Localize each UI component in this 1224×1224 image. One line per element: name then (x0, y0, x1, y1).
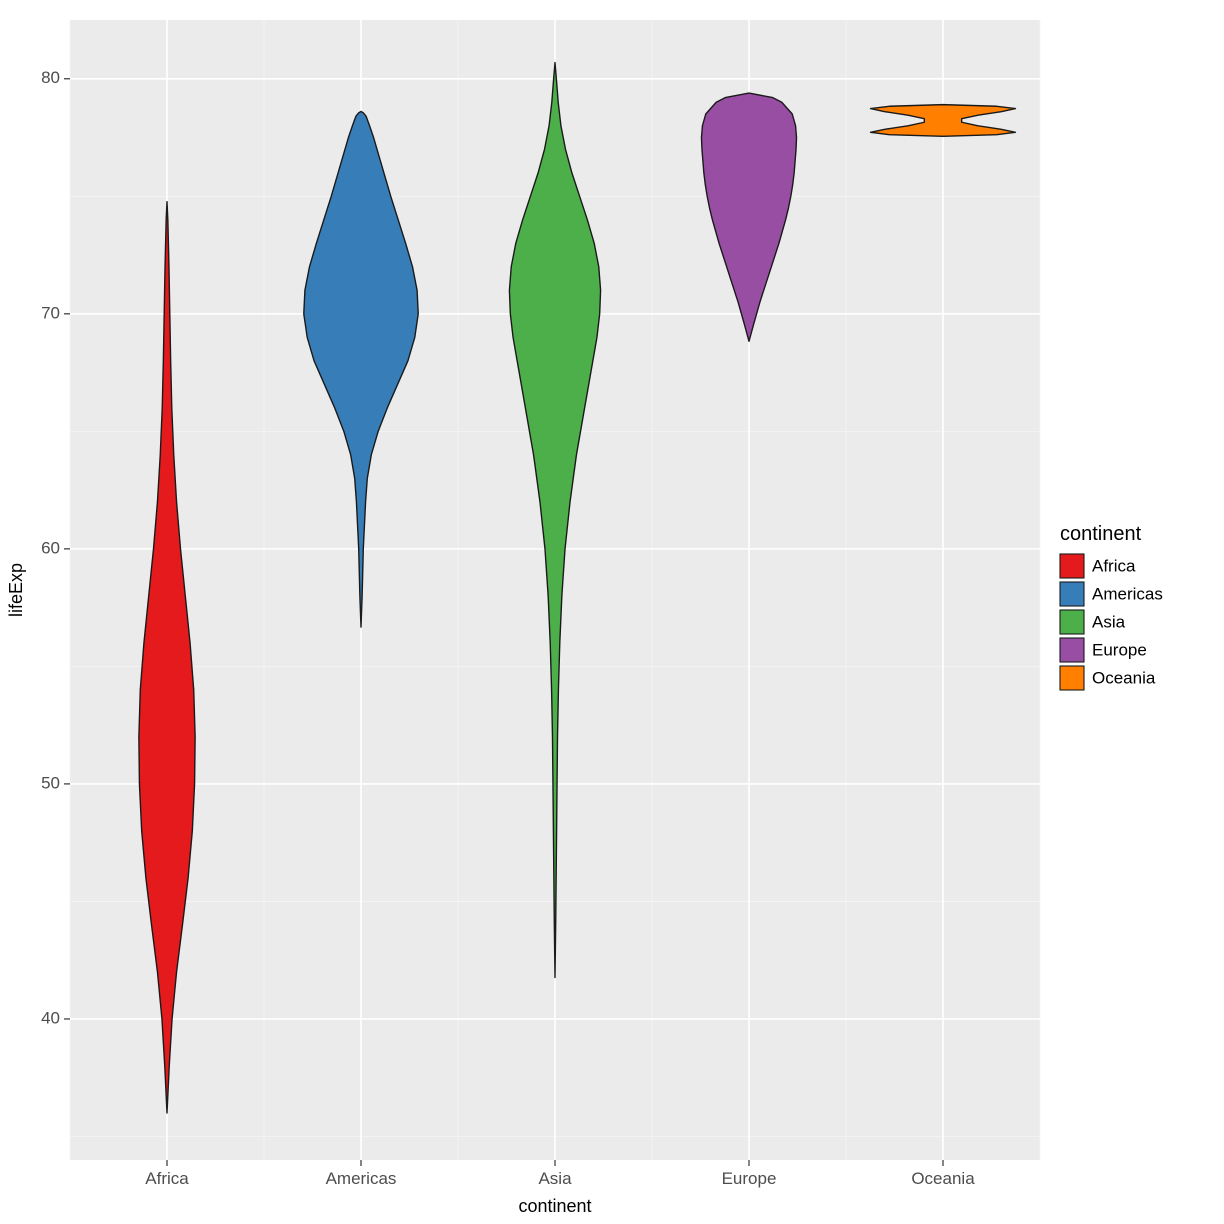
y-axis-title: lifeExp (6, 563, 26, 617)
legend-label: Americas (1092, 584, 1163, 603)
legend-title: continent (1060, 523, 1142, 545)
y-tick-label: 60 (41, 538, 60, 557)
y-tick-label: 50 (41, 773, 60, 792)
x-tick-label: Africa (145, 1169, 189, 1188)
x-tick-label: Oceania (911, 1169, 975, 1188)
legend-key-africa (1060, 554, 1084, 578)
y-tick-label: 70 (41, 303, 60, 322)
legend-label: Europe (1092, 640, 1147, 659)
y-tick-label: 40 (41, 1008, 60, 1027)
legend: continent Africa Americas Asia Europe Oceania (1060, 523, 1163, 690)
violin-chart: 40 50 60 70 80 Africa Americas Asia Europe Oceani… (0, 0, 1224, 1224)
legend-label: Oceania (1092, 668, 1156, 687)
x-tick-label: Americas (326, 1169, 397, 1188)
legend-label: Africa (1092, 556, 1136, 575)
x-tick-label: Asia (538, 1169, 572, 1188)
legend-key-europe (1060, 638, 1084, 662)
chart-container: 40 50 60 70 80 Africa Americas Asia Europe Oceani… (0, 0, 1224, 1224)
y-tick-label: 80 (41, 68, 60, 87)
legend-key-oceania (1060, 666, 1084, 690)
legend-key-asia (1060, 610, 1084, 634)
x-axis-title: continent (518, 1196, 591, 1216)
legend-label: Asia (1092, 612, 1126, 631)
x-tick-label: Europe (722, 1169, 777, 1188)
legend-key-americas (1060, 582, 1084, 606)
